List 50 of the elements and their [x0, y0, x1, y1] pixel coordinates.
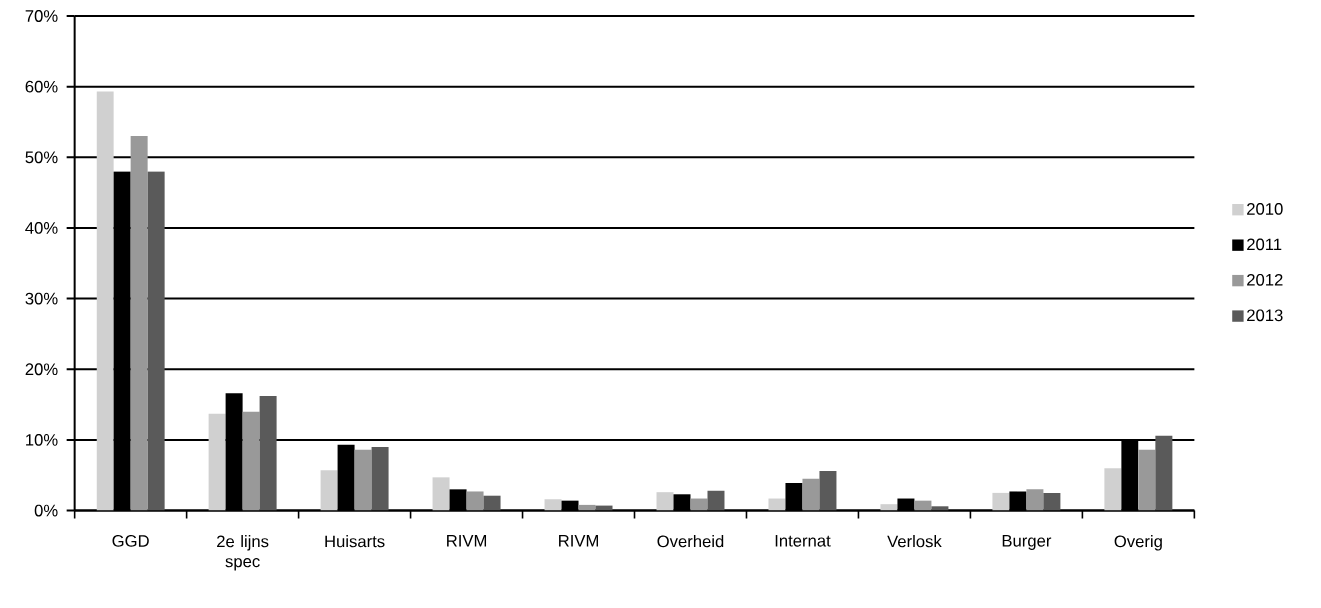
bar [802, 478, 820, 511]
y-tick-label: 0% [34, 504, 58, 517]
bar [1138, 449, 1156, 511]
bar [992, 492, 1010, 511]
bar [1043, 492, 1061, 511]
y-tick-label: 60% [25, 80, 58, 93]
bar [371, 447, 389, 511]
bar [96, 91, 114, 511]
x-tick-label: Overig [1114, 535, 1162, 551]
bar [1155, 435, 1173, 511]
bar [147, 171, 165, 511]
bar [432, 477, 450, 511]
y-tick-label: 70% [25, 10, 58, 22]
y-tick-label: 20% [25, 363, 58, 376]
bar [707, 490, 725, 511]
y-tick-label: 40% [25, 222, 58, 234]
x-tick-label: Burger [1002, 535, 1052, 551]
bar [819, 471, 837, 511]
legend-label: 2011 [1247, 238, 1282, 251]
y-tick-label: 30% [25, 292, 58, 305]
y-tick-label: 50% [25, 151, 58, 164]
bar [1026, 489, 1044, 511]
bar [544, 499, 562, 511]
bar [1104, 468, 1122, 511]
x-tick-label: Overheid [657, 535, 724, 548]
bar [483, 495, 501, 511]
bar [768, 498, 786, 511]
legend-label: 2012 [1247, 274, 1283, 286]
bar [320, 470, 338, 511]
bar [242, 411, 260, 511]
bar [208, 413, 226, 511]
y-tick-label: 10% [26, 434, 58, 446]
legend-label: 2010 [1247, 203, 1283, 215]
bar [656, 492, 674, 511]
bar [354, 449, 372, 511]
x-tick-label: Verlosk [887, 535, 942, 548]
x-tick-label: RIVM [559, 535, 598, 547]
x-tick-label: Huisarts [325, 535, 385, 548]
bar [259, 396, 277, 511]
x-tick-label: RIVM [447, 535, 487, 547]
bar [931, 506, 949, 511]
x-tick-label: Internat [775, 535, 831, 547]
bar [690, 498, 708, 511]
x-tick-label: GGD [112, 535, 149, 547]
bar [880, 504, 898, 511]
bar [914, 500, 932, 511]
bar [466, 491, 484, 511]
legend-label: 2013 [1247, 309, 1283, 322]
bar [130, 136, 148, 511]
x-tick-label: 2e lijns spec [217, 535, 269, 571]
